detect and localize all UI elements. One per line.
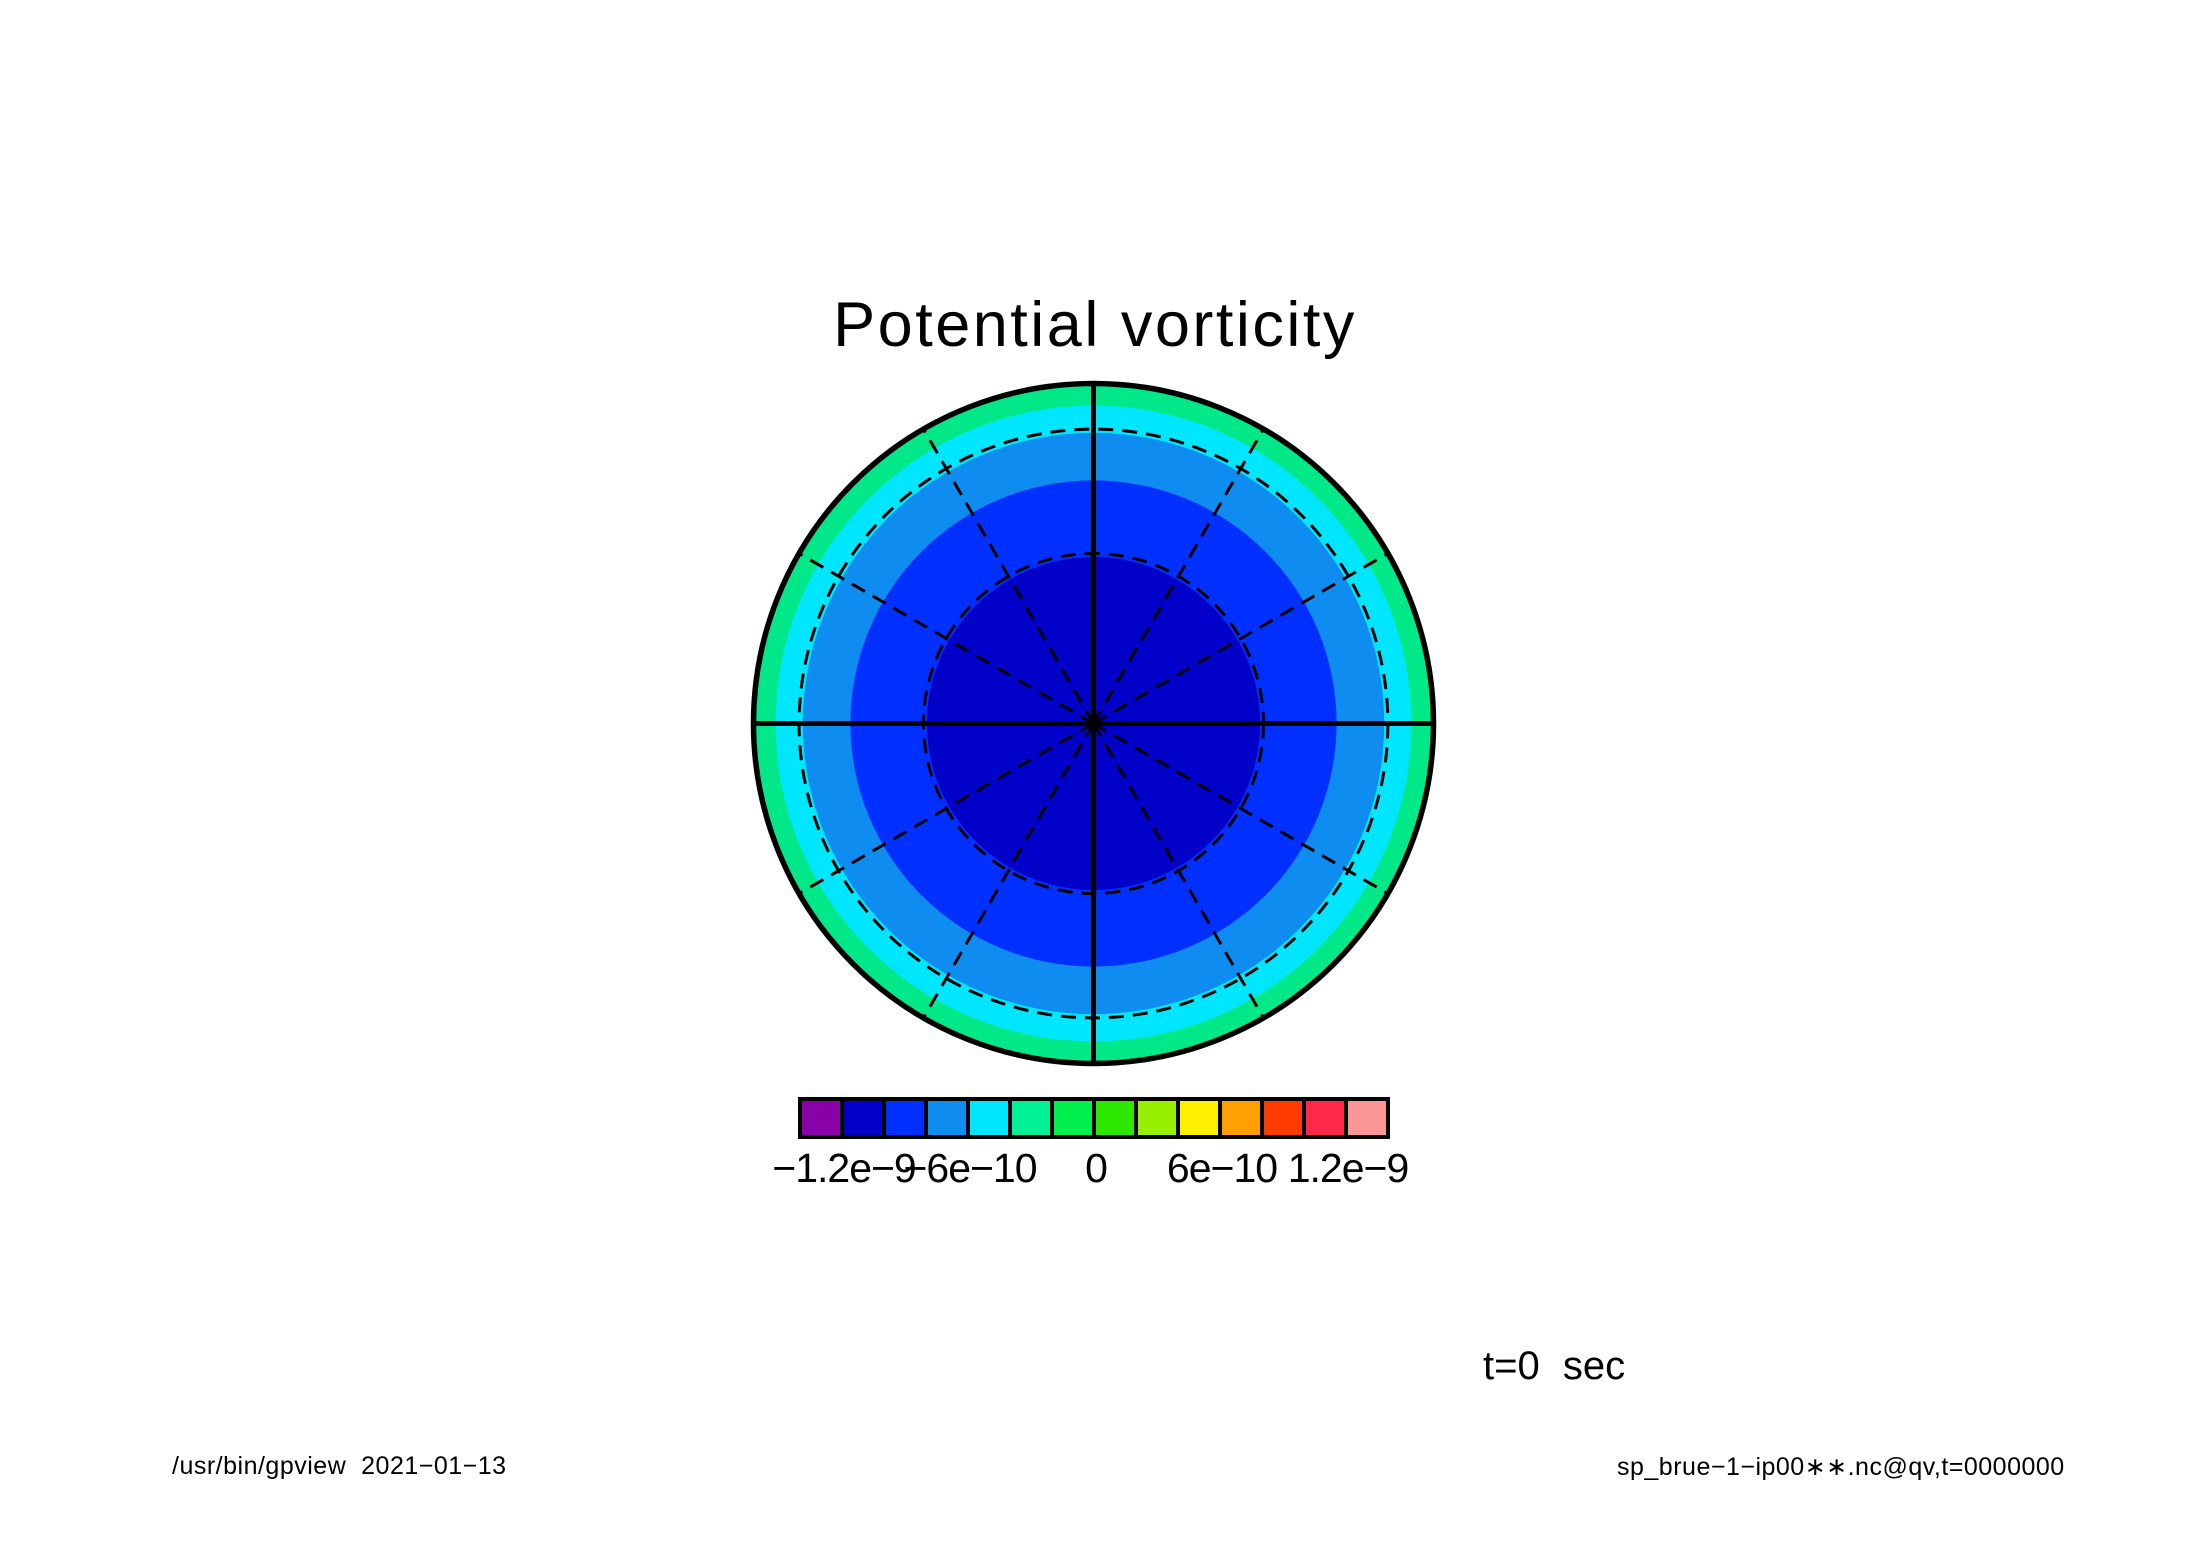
colorbar-cell [1092, 1097, 1138, 1139]
meridian-dashed-300 [1092, 722, 1265, 1019]
colorbar-tick-label: 6e−10 [1166, 1145, 1278, 1191]
colorbar-cell [1302, 1097, 1348, 1139]
map-outer-rim [750, 380, 1437, 1067]
colorbar-tick-label: 1.2e−9 [1287, 1145, 1410, 1191]
colorbar-cell [1218, 1097, 1264, 1139]
colorbar-cell [798, 1097, 844, 1139]
meridian-dashed-120 [922, 428, 1095, 725]
colorbar-cell [840, 1097, 886, 1139]
colorbar-cell [882, 1097, 928, 1139]
meridian-dashed-240 [922, 722, 1095, 1019]
meridian-dashed-330 [1092, 722, 1389, 895]
colorbar-cell [1134, 1097, 1180, 1139]
meridian-dashed-30 [1092, 552, 1389, 725]
colorbar-cell [924, 1097, 970, 1139]
colorbar-tick-label: −6e−10 [903, 1145, 1037, 1191]
colorbar-tick-label: −1.2e−9 [772, 1145, 916, 1191]
meridian-dashed-150 [798, 552, 1095, 725]
time-label: t=0 sec [1483, 1344, 1626, 1388]
colorbar-cell [1050, 1097, 1096, 1139]
potential-vorticity-map [750, 380, 1437, 1067]
colorbar [798, 1097, 1390, 1139]
meridian-dashed-210 [798, 722, 1095, 895]
colorbar-tick-label: 0 [1085, 1145, 1108, 1191]
pole-center-dot [1086, 716, 1101, 731]
colorbar-cell [1344, 1097, 1390, 1139]
footer-dataset-label: sp_brue−1−ip00∗∗.nc@qv,t=0000000 [1617, 1453, 2065, 1481]
colorbar-cell [966, 1097, 1012, 1139]
footer-command-and-date: /usr/bin/gpview 2021−01−13 [172, 1452, 507, 1480]
meridian-dashed-60 [1092, 428, 1265, 725]
plot-title: Potential vorticity [833, 290, 1357, 360]
colorbar-cell [1260, 1097, 1306, 1139]
colorbar-cell [1008, 1097, 1054, 1139]
colorbar-cell [1176, 1097, 1222, 1139]
